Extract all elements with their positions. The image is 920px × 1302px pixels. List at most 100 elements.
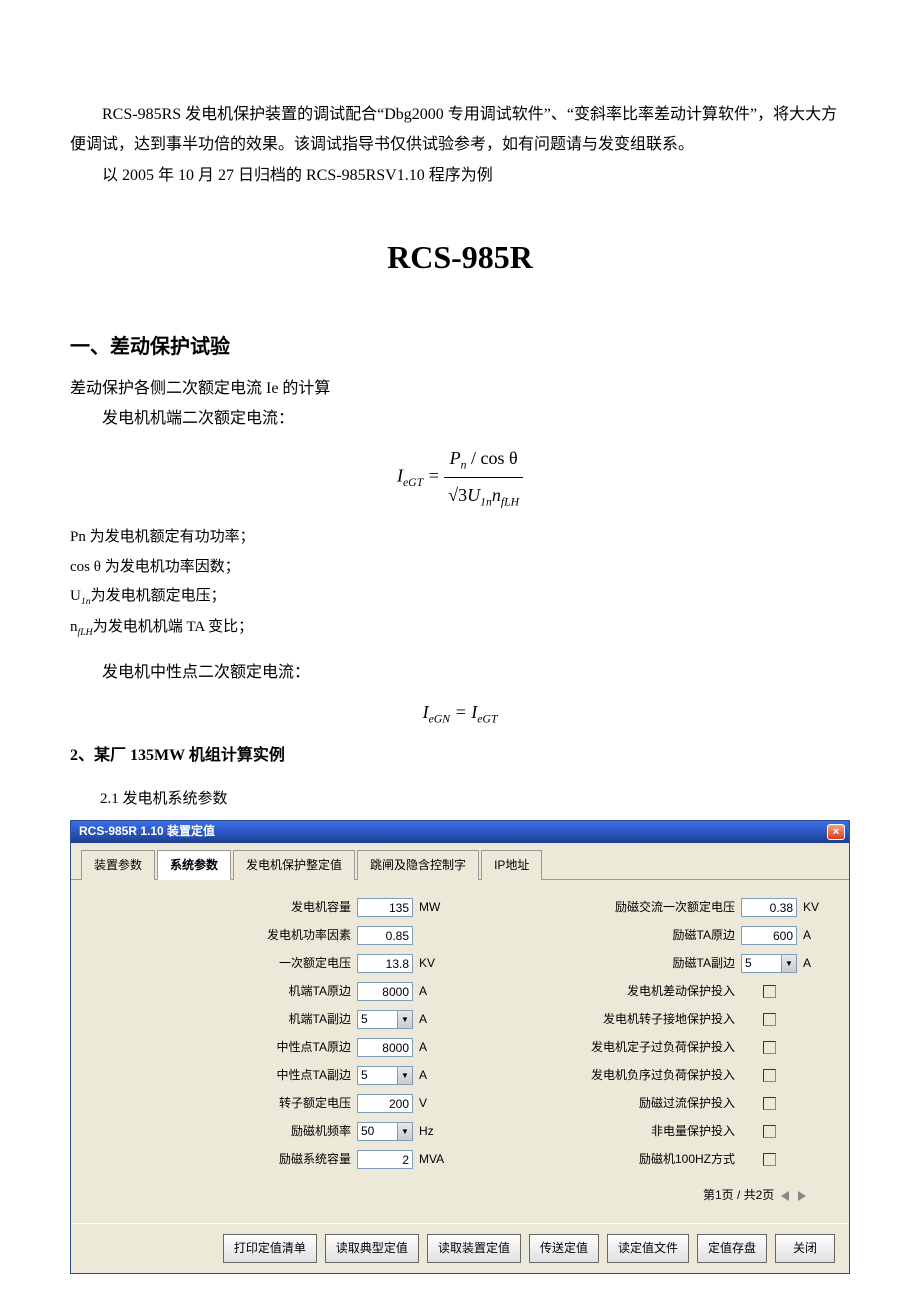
footer-button-5[interactable]: 定值存盘 <box>697 1234 767 1263</box>
formula2-eq: = <box>455 702 472 722</box>
param-label: 发电机功率因素 <box>91 924 357 947</box>
section-2-sub: 2.1 发电机系统参数 <box>100 785 850 814</box>
param-select[interactable]: 5▼ <box>741 954 797 973</box>
chevron-down-icon[interactable]: ▼ <box>397 1123 412 1140</box>
param-label: 发电机容量 <box>91 896 357 919</box>
formula-den-usub: 1n <box>480 495 492 508</box>
param-row-right-7: 励磁过流保护投入 <box>475 1092 829 1115</box>
select-text: 50 <box>358 1120 397 1143</box>
param-checkbox-wrap <box>741 1097 797 1110</box>
param-unit: Hz <box>413 1120 445 1143</box>
select-text: 5 <box>742 952 781 975</box>
param-row-left-6: 中性点TA副边5▼A <box>91 1064 445 1087</box>
pager-prev-icon[interactable] <box>781 1191 789 1201</box>
param-checkbox[interactable] <box>763 1153 776 1166</box>
formula2-lhs-sub: eGN <box>429 712 450 725</box>
param-select[interactable]: 50▼ <box>357 1122 413 1141</box>
param-label: 励磁机频率 <box>91 1120 357 1143</box>
chevron-down-icon[interactable]: ▼ <box>397 1011 412 1028</box>
def-nflh: nfLH为发电机机端 TA 变比； <box>70 613 850 643</box>
footer-button-2[interactable]: 读取装置定值 <box>427 1234 521 1263</box>
param-unit: MW <box>413 896 445 919</box>
def-pn: Pn 为发电机额定有功功率； <box>70 523 850 552</box>
param-checkbox[interactable] <box>763 1041 776 1054</box>
formula-iegt: IeGT = Pn / cos θ √3U1nnfLH <box>70 441 850 514</box>
tab-3[interactable]: 跳闸及隐含控制字 <box>357 850 479 881</box>
param-input[interactable] <box>357 926 413 945</box>
param-unit: A <box>413 1036 445 1059</box>
chevron-down-icon[interactable]: ▼ <box>397 1067 412 1084</box>
select-text: 5 <box>358 1064 397 1087</box>
param-input[interactable] <box>357 1094 413 1113</box>
param-checkbox[interactable] <box>763 1069 776 1082</box>
def-u1n: U1n为发电机额定电压； <box>70 582 850 612</box>
window-title: RCS-985R 1.10 装置定值 <box>79 820 827 843</box>
tab-1[interactable]: 系统参数 <box>157 850 231 881</box>
param-label: 机端TA副边 <box>91 1008 357 1031</box>
param-input[interactable] <box>357 982 413 1001</box>
param-row-right-8: 非电量保护投入 <box>475 1120 829 1143</box>
tab-4[interactable]: IP地址 <box>481 850 542 881</box>
tab-0[interactable]: 装置参数 <box>81 850 155 881</box>
param-label: 发电机转子接地保护投入 <box>475 1008 741 1031</box>
def-cos: cos θ 为发电机功率因数； <box>70 553 850 582</box>
close-button[interactable]: × <box>827 824 845 840</box>
footer-button-3[interactable]: 传送定值 <box>529 1234 599 1263</box>
tab-2[interactable]: 发电机保护整定值 <box>233 850 355 881</box>
param-checkbox-wrap <box>741 1041 797 1054</box>
select-text: 5 <box>358 1008 397 1031</box>
chevron-down-icon[interactable]: ▼ <box>781 955 796 972</box>
param-select[interactable]: 5▼ <box>357 1066 413 1085</box>
formula-den-n: n <box>492 485 501 505</box>
intro-paragraph-1: RCS-985RS 发电机保护装置的调试配合“Dbg2000 专用调试软件”、“… <box>70 100 850 161</box>
param-label: 机端TA原边 <box>91 980 357 1003</box>
param-label: 励磁过流保护投入 <box>475 1092 741 1115</box>
pager-next-icon[interactable] <box>798 1191 806 1201</box>
param-unit: A <box>413 1008 445 1031</box>
param-label: 非电量保护投入 <box>475 1120 741 1143</box>
window-body: 发电机容量MW发电机功率因素一次额定电压KV机端TA原边A机端TA副边5▼A中性… <box>71 880 849 1223</box>
param-checkbox[interactable] <box>763 1013 776 1026</box>
params-right-column: 励磁交流一次额定电压KV励磁TA原边A励磁TA副边5▼A发电机差动保护投入发电机… <box>475 896 829 1176</box>
param-input[interactable] <box>741 898 797 917</box>
param-row-right-3: 发电机差动保护投入 <box>475 980 829 1003</box>
param-unit: A <box>413 980 445 1003</box>
footer-button-6[interactable]: 关闭 <box>775 1234 835 1263</box>
param-row-left-4: 机端TA副边5▼A <box>91 1008 445 1031</box>
param-label: 励磁系统容量 <box>91 1148 357 1171</box>
param-row-left-5: 中性点TA原边A <box>91 1036 445 1059</box>
settings-window: RCS-985R 1.10 装置定值 × 装置参数系统参数发电机保护整定值跳闸及… <box>70 820 850 1274</box>
param-label: 励磁TA副边 <box>475 952 741 975</box>
formula-eq: = <box>428 465 445 485</box>
param-select[interactable]: 5▼ <box>357 1010 413 1029</box>
param-label: 励磁TA原边 <box>475 924 741 947</box>
formula-den-nsub: fLH <box>501 495 519 508</box>
footer-button-1[interactable]: 读取典型定值 <box>325 1234 419 1263</box>
param-checkbox[interactable] <box>763 1097 776 1110</box>
param-input[interactable] <box>357 1150 413 1169</box>
intro-paragraph-2: 以 2005 年 10 月 27 日归档的 RCS-985RSV1.10 程序为… <box>70 161 850 191</box>
param-input[interactable] <box>357 1038 413 1057</box>
param-row-left-8: 励磁机频率50▼Hz <box>91 1120 445 1143</box>
param-label: 一次额定电压 <box>91 952 357 975</box>
param-label: 发电机负序过负荷保护投入 <box>475 1064 741 1087</box>
param-unit: A <box>797 924 829 947</box>
section-1-line-1: 差动保护各侧二次额定电流 Ie 的计算 <box>70 374 850 404</box>
param-checkbox[interactable] <box>763 1125 776 1138</box>
param-row-right-6: 发电机负序过负荷保护投入 <box>475 1064 829 1087</box>
param-checkbox-wrap <box>741 985 797 998</box>
window-titlebar: RCS-985R 1.10 装置定值 × <box>71 821 849 843</box>
param-checkbox-wrap <box>741 1013 797 1026</box>
param-input[interactable] <box>357 898 413 917</box>
param-checkbox[interactable] <box>763 985 776 998</box>
param-input[interactable] <box>741 926 797 945</box>
formula-lhs-sub: eGT <box>403 476 423 489</box>
param-row-left-1: 发电机功率因素 <box>91 924 445 947</box>
param-row-right-4: 发电机转子接地保护投入 <box>475 1008 829 1031</box>
param-input[interactable] <box>357 954 413 973</box>
footer-button-4[interactable]: 读定值文件 <box>607 1234 689 1263</box>
param-checkbox-wrap <box>741 1069 797 1082</box>
formula-iegn: IeGN = IeGT <box>70 695 850 731</box>
footer-button-0[interactable]: 打印定值清单 <box>223 1234 317 1263</box>
param-row-right-2: 励磁TA副边5▼A <box>475 952 829 975</box>
